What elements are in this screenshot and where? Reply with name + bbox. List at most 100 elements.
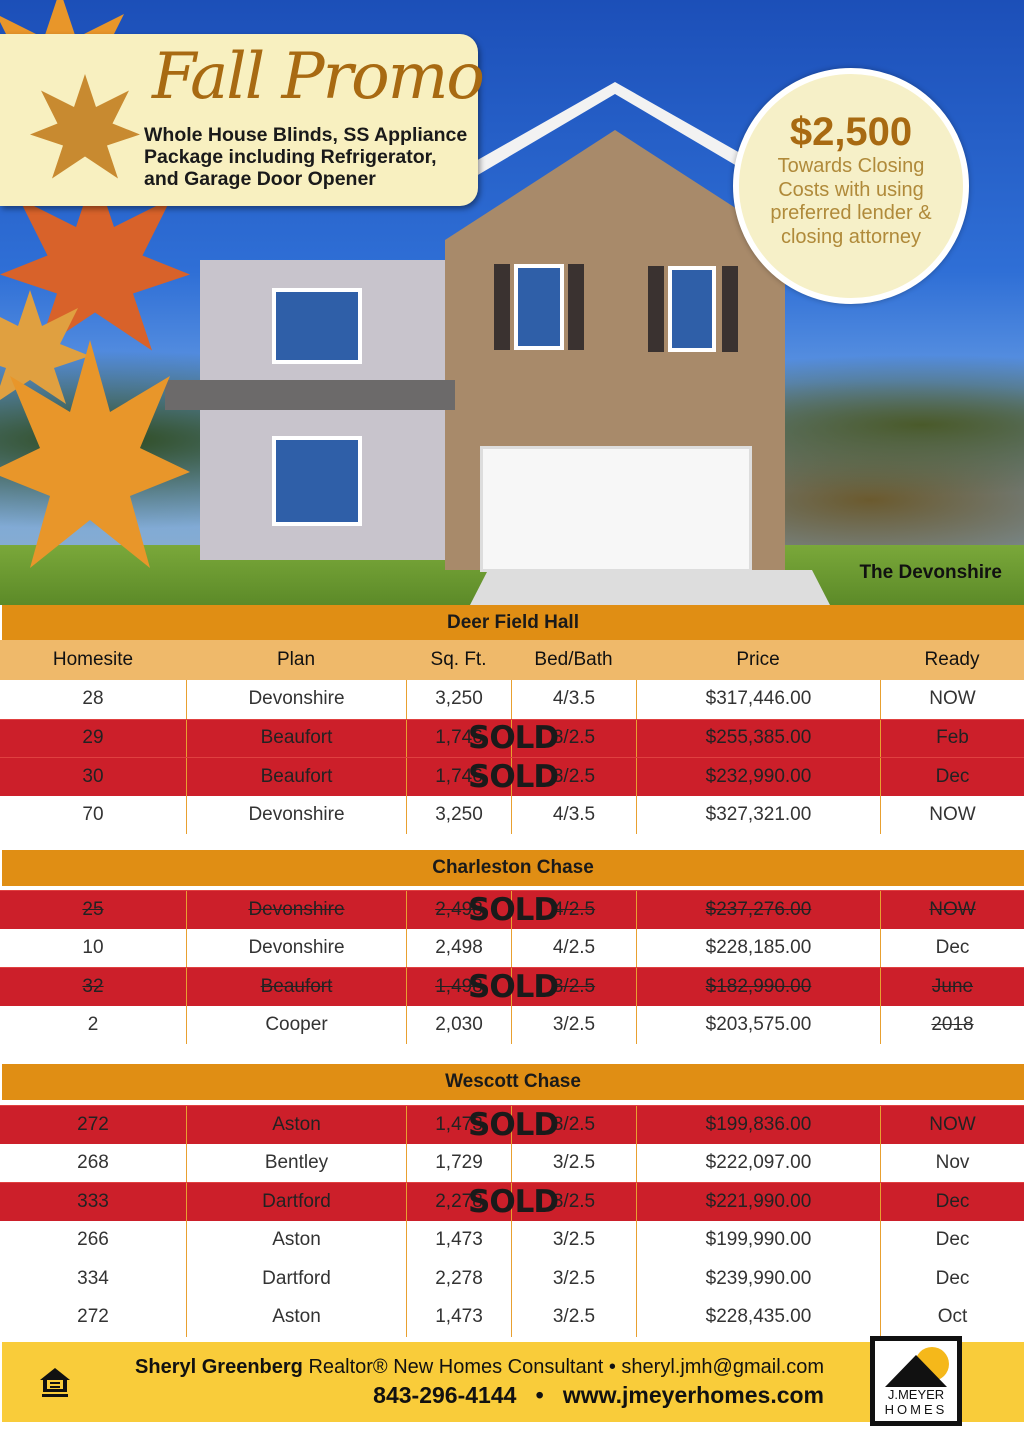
bedbath-cell: 3/2.5 [511,758,636,796]
table-row: 334 Dartford 2,278 3/2.5 $239,990.00 Dec [0,1259,1024,1298]
garage-door [480,446,752,572]
plan-cell: Aston [186,1220,406,1260]
shutter [722,266,738,352]
price-value: $327,321.00 [705,804,812,826]
window [668,266,716,352]
sold-stamp: SOLD [468,720,559,757]
section-header: Charleston Chase [2,850,1024,886]
bedbath-cell: 3/2.5 [511,1259,636,1298]
sqft-value: 3,250 [435,804,483,826]
ready-value: NOW [929,804,976,826]
homesite-value: 268 [77,1151,109,1173]
price-value: $317,446.00 [705,688,812,710]
website-link[interactable]: www.jmeyerhomes.com [562,1382,824,1408]
homesite-cell: 268 [0,1144,186,1183]
bedbath-cell: 3/2.5 [511,1220,636,1260]
bedbath-value: 3/2.5 [552,727,596,749]
table-row: 29 Beaufort 1,746 3/2.5 $255,385.00 Feb SOLD [0,718,1024,758]
table-row: 266 Aston 1,473 3/2.5 $199,990.00 Dec [0,1220,1024,1260]
closing-cost-badge: $2,500 Towards Closing Costs with using … [733,68,969,304]
ready-cell: Feb [880,719,1024,758]
price-value: $199,836.00 [705,1113,812,1135]
homesite-value: 30 [82,765,104,787]
bedbath-cell: 3/2.5 [511,1143,636,1183]
bedbath-value: 3/2.5 [552,1190,596,1212]
sqft-value: 1,473 [435,1113,483,1135]
homesite-cell: 266 [0,1221,186,1260]
sqft-cell: 2,030 [406,1005,511,1045]
sqft-value: 1,746 [435,765,483,787]
photo-caption: The Devonshire [859,562,1002,583]
bedbath-cell: 3/2.5 [511,1106,636,1144]
column-header: Plan [276,649,316,670]
homesite-value: 266 [77,1229,109,1251]
price-value: $232,990.00 [705,765,812,787]
ready-value: Dec [935,936,970,958]
plan-cell: Bentley [186,1143,406,1183]
price-cell: $327,321.00 [636,795,880,835]
bedbath-value: 4/3.5 [552,804,596,826]
sqft-cell: 2,278 [406,1259,511,1298]
table-row: 2 Cooper 2,030 3/2.5 $203,575.00 2018 [0,1005,1024,1045]
homesite-cell: 29 [0,720,186,758]
sqft-value: 2,278 [435,1267,483,1289]
sqft-value: 1,729 [435,1151,483,1173]
plan-cell: Devonshire [186,891,406,929]
ready-value: Dec [935,1267,970,1289]
plan-value: Beaufort [260,765,333,787]
agent-email[interactable]: sheryl.jmh@gmail.com [621,1356,824,1378]
ready-cell: NOW [880,1106,1024,1144]
homesite-value: 29 [82,727,104,749]
bedbath-value: 3/2.5 [552,975,596,997]
promo-box [0,34,478,206]
homesite-value: 2 [87,1014,99,1036]
homesite-cell: 2 [0,1006,186,1045]
plan-value: Beaufort [260,975,333,997]
ready-value: NOW [929,1113,976,1135]
sold-stamp: SOLD [468,968,559,1005]
sqft-cell: 1,746 [406,719,511,758]
bedbath-value: 4/3.5 [552,688,596,710]
sqft-value: 1,746 [435,727,483,749]
sqft-value: 1,473 [435,1229,483,1251]
shutter [568,264,584,350]
ready-cell: NOW [880,891,1024,929]
bedbath-value: 3/2.5 [552,765,596,787]
homesite-cell: 30 [0,758,186,796]
table-row: 268 Bentley 1,729 3/2.5 $222,097.00 Nov [0,1143,1024,1183]
ready-value: Feb [936,727,969,749]
homesite-cell: 10 [0,929,186,968]
bedbath-cell: 3/2.5 [511,719,636,758]
sqft-value: 2,030 [435,1014,483,1036]
agent-phone[interactable]: 843-296-4144 [373,1382,517,1408]
price-value: $228,185.00 [705,936,812,958]
ready-value: NOW [929,688,976,710]
bedbath-value: 3/2.5 [552,1229,596,1251]
sold-stamp: SOLD [468,758,559,795]
price-cell: $228,435.00 [636,1298,880,1337]
sold-stamp: SOLD [468,1183,559,1220]
sqft-cell: 1,498 [406,968,511,1006]
section-header: Wescott Chase [2,1064,1024,1100]
logo-text: HOMES [884,1402,948,1417]
column-header: Bed/Bath [534,649,613,670]
house-photo: Fall Promo Whole House Blinds, SS Applia… [0,0,1024,605]
bedbath-cell: 4/3.5 [511,680,636,719]
bedbath-cell: 3/2.5 [511,1183,636,1221]
sqft-value: 2,278 [435,1190,483,1212]
plan-value: Aston [272,1306,321,1328]
homesite-cell: 32 [0,968,186,1006]
homesite-value: 272 [77,1306,109,1328]
ready-value: June [931,975,974,997]
plan-value: Dartford [262,1267,331,1289]
porch-roof [165,380,455,410]
plan-cell: Aston [186,1106,406,1144]
plan-value: Devonshire [248,936,345,958]
homesite-cell: 25 [0,891,186,929]
plan-value: Devonshire [248,688,345,710]
sqft-cell: 1,473 [406,1298,511,1337]
sqft-cell: 2,498 [406,891,511,929]
homesite-value: 32 [82,975,104,997]
price-cell: $222,097.00 [636,1143,880,1183]
sqft-cell: 3,250 [406,795,511,835]
